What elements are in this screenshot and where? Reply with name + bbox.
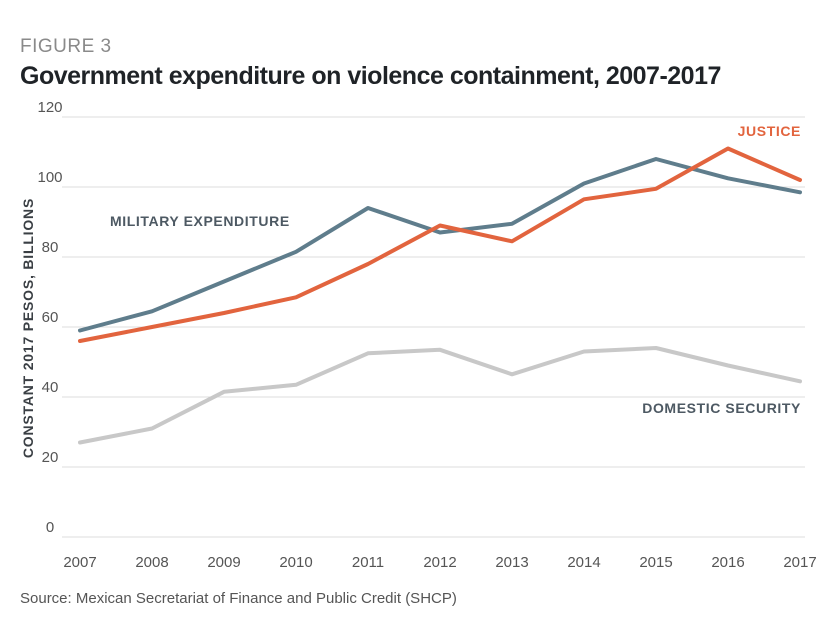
series-label: DOMESTIC SECURITY (642, 400, 801, 416)
y-tick-label: 100 (37, 169, 62, 186)
x-tick-label: 2009 (207, 554, 240, 571)
x-tick-label: 2013 (495, 554, 528, 571)
y-tick-label: 0 (46, 519, 54, 536)
series-label: JUSTICE (738, 123, 801, 139)
series-label: MILITARY EXPENDITURE (110, 213, 290, 229)
x-tick-labels: 2007 2008 2009 2010 2011 2012 2013 2014 2015 2016… (63, 554, 816, 571)
x-tick-label: 2015 (639, 554, 672, 571)
x-tick-label: 2007 (63, 554, 96, 571)
y-tick-label: 40 (42, 379, 59, 396)
y-tick-labels: 0 20 40 60 80 100 120 (37, 99, 62, 536)
x-tick-label: 2008 (135, 554, 168, 571)
x-tick-label: 2012 (423, 554, 456, 571)
y-axis-label: CONSTANT 2017 PESOS, BILLIONS (20, 198, 36, 458)
series-line-domestic-security (78, 346, 802, 445)
x-tick-label: 2014 (567, 554, 600, 571)
x-tick-label: 2017 (783, 554, 816, 571)
series-labels: MILITARY EXPENDITURE JUSTICE DOMESTIC SECU… (110, 123, 801, 416)
series-lines (78, 146, 802, 445)
y-tick-label: 20 (42, 449, 59, 466)
y-tick-label: 60 (42, 309, 59, 326)
figure-label: FIGURE 3 (20, 36, 112, 57)
grid-lines (62, 116, 805, 538)
series-points (79, 148, 801, 443)
x-tick-label: 2010 (279, 554, 312, 571)
x-tick-label: 2016 (711, 554, 744, 571)
series-line-justice (78, 146, 802, 343)
source-note: Source: Mexican Secretariat of Finance a… (20, 590, 457, 607)
series-line-military-expenditure (78, 157, 802, 333)
chart-title: Government expenditure on violence conta… (20, 62, 721, 90)
y-tick-label: 80 (42, 239, 59, 256)
x-tick-label: 2011 (352, 554, 384, 571)
y-tick-label: 120 (37, 99, 62, 116)
